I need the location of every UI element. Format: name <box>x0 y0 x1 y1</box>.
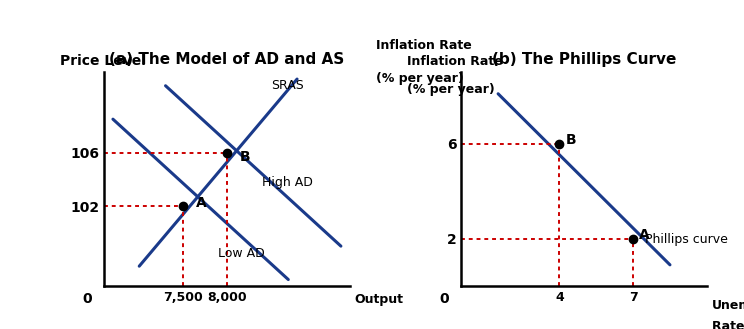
Text: Phillips curve: Phillips curve <box>646 234 728 246</box>
Text: 0: 0 <box>82 292 92 306</box>
Text: A: A <box>639 228 650 242</box>
Text: Inflation Rate: Inflation Rate <box>407 55 503 68</box>
Text: SRAS: SRAS <box>271 79 304 92</box>
Title: (b) The Phillips Curve: (b) The Phillips Curve <box>492 52 676 67</box>
Text: Price Level: Price Level <box>60 54 146 68</box>
Text: (% per year): (% per year) <box>407 83 495 96</box>
Title: (a) The Model of AD and AS: (a) The Model of AD and AS <box>109 52 344 67</box>
Text: Output: Output <box>355 292 403 306</box>
Text: B: B <box>240 150 251 164</box>
Text: 0: 0 <box>439 292 449 306</box>
Text: Inflation Rate: Inflation Rate <box>376 39 472 53</box>
Text: Low AD: Low AD <box>218 247 265 260</box>
Text: Rate (%): Rate (%) <box>712 320 744 329</box>
Text: Unemployment: Unemployment <box>712 299 744 312</box>
Text: A: A <box>196 196 207 210</box>
Text: (% per year): (% per year) <box>376 72 464 86</box>
Text: B: B <box>565 133 577 147</box>
Text: High AD: High AD <box>262 176 313 189</box>
